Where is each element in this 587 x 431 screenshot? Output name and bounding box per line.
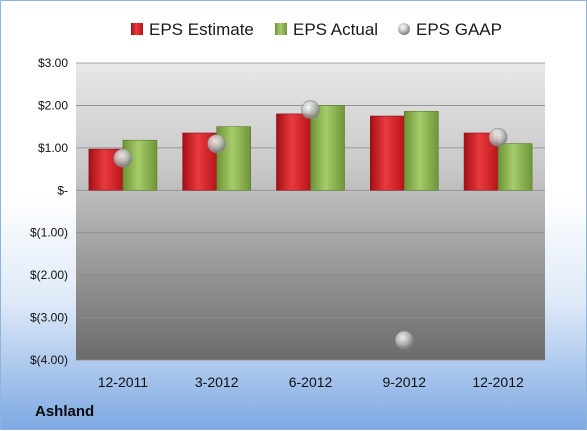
y-tick-label: $- [57, 183, 68, 197]
gaap-point [113, 148, 133, 168]
x-tick-label: 12-2012 [472, 374, 524, 390]
legend: EPS Estimate EPS Actual EPS GAAP [131, 20, 502, 39]
bar-actual [403, 111, 439, 191]
y-tick-label: $2.00 [38, 98, 68, 112]
bars [88, 105, 533, 191]
y-tick-label: $1.00 [38, 141, 68, 155]
y-tick-label: $(2.00) [30, 268, 68, 282]
x-axis-ticks: 12-2011 3-2012 6-2012 9-2012 12-2012 [98, 374, 524, 390]
bar-estimate [276, 113, 311, 191]
legend-label-gaap: EPS GAAP [416, 20, 502, 39]
gaap-points [113, 100, 508, 350]
y-tick-label: $(1.00) [30, 226, 68, 240]
legend-swatch-gaap [398, 23, 410, 35]
y-tick-label: $(4.00) [30, 353, 68, 367]
legend-label-actual: EPS Actual [293, 20, 378, 39]
y-axis-ticks: $3.00 $2.00 $1.00 $- $(1.00) $(2.00) $(3.00) $(… [30, 56, 68, 367]
gaap-point [488, 127, 508, 147]
legend-label-estimate: EPS Estimate [149, 20, 254, 39]
legend-swatch-estimate [131, 23, 143, 35]
legend-swatch-actual [275, 23, 287, 35]
gaap-point [207, 134, 226, 153]
x-tick-label: 9-2012 [383, 374, 427, 390]
bar-actual [497, 143, 533, 191]
x-tick-label: 3-2012 [195, 374, 239, 390]
bar-estimate [369, 115, 405, 191]
x-tick-label: 6-2012 [289, 374, 333, 390]
gaap-point [394, 330, 414, 350]
y-tick-label: $(3.00) [30, 311, 68, 325]
gaap-point [301, 100, 320, 119]
company-name: Ashland [35, 403, 95, 420]
x-tick-label: 12-2011 [98, 374, 149, 390]
bar-actual [310, 105, 345, 191]
y-tick-label: $3.00 [38, 56, 68, 70]
